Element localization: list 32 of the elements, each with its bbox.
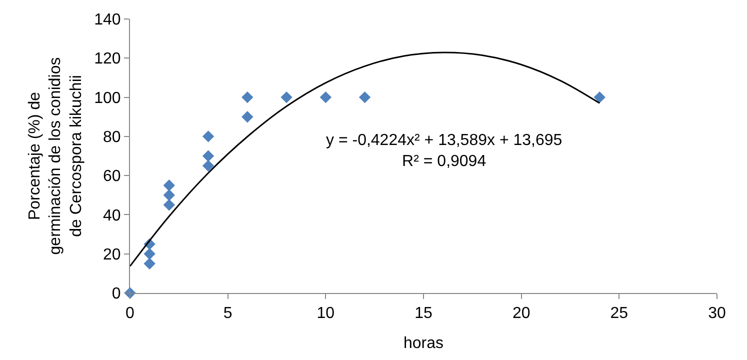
y-axis-title: Porcentaje (%) de germinación de los conidios de Cercospora kikuchii [26,57,85,255]
y-tick-label: 100 [94,90,121,107]
point [163,189,175,201]
x-tick-label: 15 [414,305,432,322]
annotation: y = -0,4224x² + 13,589x + 13,695 R² = 0,9094 [326,132,562,170]
y-tick-label: 120 [94,50,121,68]
x-tick-label: 5 [223,305,232,322]
point [163,180,175,192]
point [144,248,156,260]
point [144,258,156,270]
point [280,91,292,104]
y-tick-label: 20 [103,246,121,264]
point [358,91,371,104]
point [202,160,214,172]
x-tick-label: 20 [512,305,530,322]
y-tick-label: 0 [112,286,121,303]
x-tick-label: 25 [610,305,628,322]
x-tick-label: 30 [708,305,726,322]
point [242,91,254,104]
point [594,91,606,104]
y-tick-label: 140 [94,12,121,29]
y-tick-label: 80 [103,129,121,146]
y-tick-label: 40 [103,207,121,224]
point [202,130,214,142]
x-tick-label: 10 [316,305,335,322]
point [202,150,214,162]
y-tick-label: 60 [103,168,121,186]
point [163,199,175,211]
point [320,91,332,104]
x-axis-title: horas [403,334,444,352]
point [242,111,254,123]
x-tick-label: 0 [126,305,135,322]
